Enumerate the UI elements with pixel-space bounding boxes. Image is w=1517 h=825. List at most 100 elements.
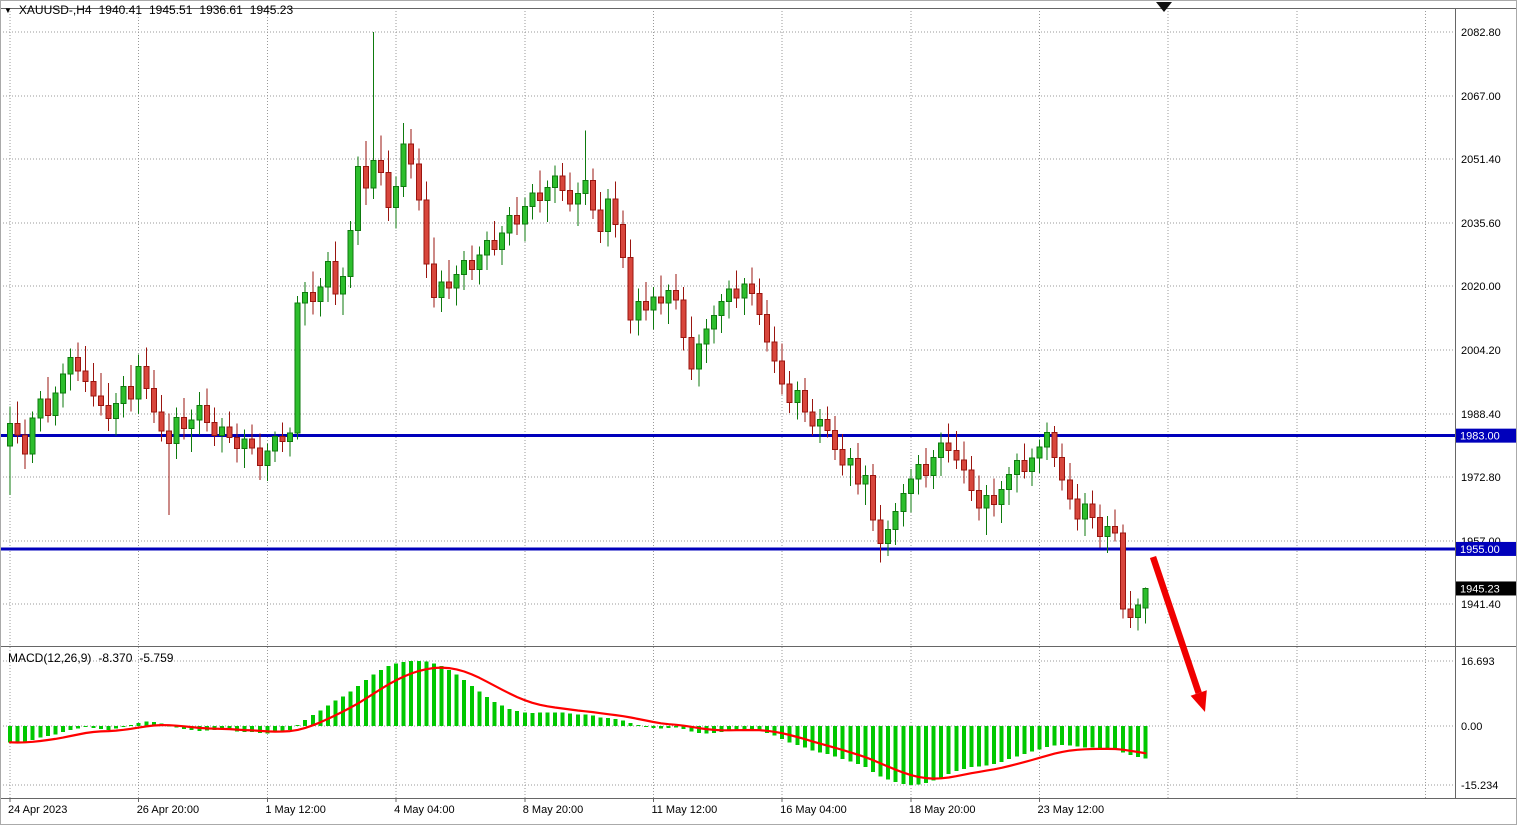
macd-bar bbox=[447, 669, 452, 726]
current-price-badge-text: 1945.23 bbox=[1460, 583, 1500, 595]
candle-body bbox=[605, 198, 612, 233]
symbol-dropdown-icon[interactable]: ▼ bbox=[4, 6, 12, 15]
candle-body bbox=[165, 430, 172, 445]
macd-bar bbox=[908, 725, 913, 786]
macd-bar bbox=[954, 725, 959, 772]
price-tick-label: 1972.80 bbox=[1461, 472, 1501, 484]
candle-body bbox=[582, 179, 589, 194]
macd-bar bbox=[575, 714, 580, 726]
candle-body bbox=[1134, 604, 1141, 619]
macd-bar bbox=[727, 725, 732, 731]
price-tick-label: 2004.20 bbox=[1461, 345, 1501, 357]
macd-bar bbox=[522, 712, 527, 726]
candle-body bbox=[75, 357, 82, 372]
macd-bar bbox=[371, 674, 376, 726]
candle-body bbox=[771, 341, 778, 362]
candle-body bbox=[907, 478, 914, 495]
macd-bar bbox=[817, 725, 822, 753]
candle-body bbox=[362, 166, 369, 189]
candle-body bbox=[37, 398, 44, 419]
candle-body bbox=[468, 259, 475, 270]
candle-body bbox=[400, 143, 407, 187]
trend-arrow[interactable] bbox=[1149, 555, 1207, 712]
candle-body bbox=[1006, 473, 1013, 490]
macd-bar bbox=[507, 708, 512, 726]
macd-bar bbox=[878, 725, 883, 777]
time-tick-label: 11 May 12:00 bbox=[651, 804, 717, 816]
trend-arrow-shaft[interactable] bbox=[1149, 555, 1202, 695]
candle-body bbox=[370, 160, 377, 189]
candle-body bbox=[1097, 516, 1104, 537]
macd-bar bbox=[1060, 725, 1065, 746]
macd-bar bbox=[151, 722, 156, 726]
macd-bar bbox=[492, 701, 497, 726]
macd-main-value: -8.370 bbox=[98, 651, 133, 665]
level-price-badge bbox=[1456, 428, 1516, 443]
candle-body bbox=[574, 192, 581, 205]
trend-arrow-head[interactable] bbox=[1190, 690, 1207, 712]
macd-indicator-label: MACD(12,26,9) -8.370 -5.759 bbox=[8, 651, 173, 665]
macd-bar bbox=[863, 725, 868, 768]
macd-bar bbox=[553, 712, 558, 726]
time-tick-label: 8 May 20:00 bbox=[523, 804, 584, 816]
macd-bar bbox=[583, 714, 588, 726]
candle-body bbox=[241, 438, 248, 450]
macd-bar bbox=[469, 685, 474, 726]
candle-body bbox=[203, 405, 210, 424]
candle-body bbox=[597, 209, 604, 233]
candle-body bbox=[673, 289, 680, 301]
macd-bar bbox=[500, 705, 505, 726]
candle-body bbox=[1104, 525, 1111, 537]
macd-bar bbox=[749, 725, 754, 730]
macd-bar bbox=[257, 725, 262, 733]
candle-body bbox=[748, 283, 755, 295]
candle-body bbox=[44, 398, 51, 416]
candle-body bbox=[249, 438, 256, 449]
macd-bar bbox=[219, 725, 224, 730]
candle-body bbox=[877, 519, 884, 545]
macd-bar bbox=[83, 725, 88, 728]
macd-bar bbox=[1014, 725, 1019, 757]
macd-bar bbox=[30, 725, 35, 740]
candle-body bbox=[733, 288, 740, 299]
candle-body bbox=[264, 450, 271, 467]
macd-bar bbox=[590, 715, 595, 726]
candle-body bbox=[1142, 587, 1149, 609]
candle-body bbox=[461, 259, 468, 276]
macd-bar bbox=[840, 725, 845, 760]
candle-body bbox=[998, 488, 1005, 505]
candle-body bbox=[211, 422, 218, 437]
macd-bar bbox=[280, 725, 285, 732]
candle-body bbox=[945, 442, 952, 452]
macd-bar bbox=[265, 725, 270, 734]
candle-body bbox=[105, 404, 112, 419]
macd-bar bbox=[689, 725, 694, 732]
macd-bar bbox=[666, 725, 671, 728]
macd-bar bbox=[696, 725, 701, 733]
candle-body bbox=[82, 370, 89, 382]
macd-bar bbox=[348, 691, 353, 726]
level-price-badge-text: 1955.00 bbox=[1460, 544, 1500, 556]
candle-body bbox=[650, 296, 657, 311]
macd-histogram bbox=[8, 660, 1148, 786]
macd-bar bbox=[992, 725, 997, 765]
macd-bar bbox=[598, 717, 603, 726]
candle-body bbox=[332, 260, 339, 295]
candle-body bbox=[983, 495, 990, 509]
candle-body bbox=[226, 426, 233, 439]
macd-bar bbox=[923, 725, 928, 783]
time-tick-label: 4 May 04:00 bbox=[394, 804, 455, 816]
macd-bar bbox=[613, 718, 618, 726]
candle-body bbox=[67, 357, 74, 375]
macd-bar bbox=[121, 725, 126, 727]
ohlc-high: 1945.51 bbox=[149, 3, 193, 17]
macd-bar bbox=[886, 725, 891, 780]
macd-bar bbox=[378, 669, 383, 726]
macd-bar bbox=[999, 725, 1004, 762]
candle-body bbox=[1044, 431, 1051, 448]
candle-body bbox=[196, 405, 203, 421]
macd-bar bbox=[38, 725, 43, 738]
time-tick-label: 1 May 12:00 bbox=[265, 804, 326, 816]
